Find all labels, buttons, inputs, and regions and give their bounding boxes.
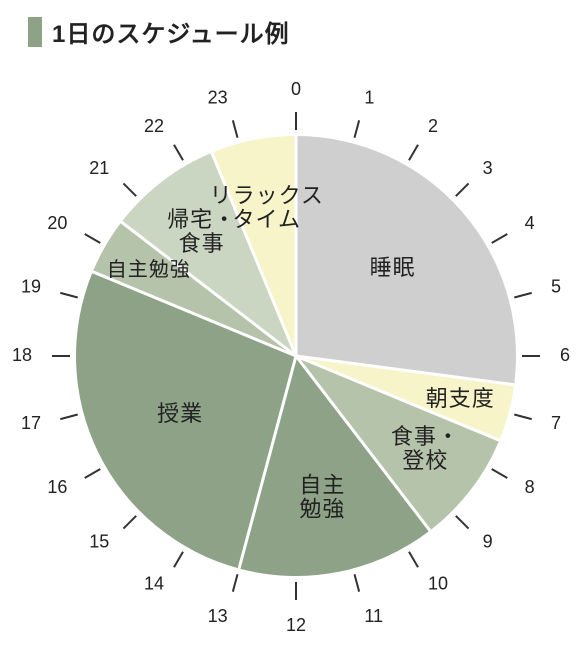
hour-label: 23: [208, 88, 228, 108]
hour-tick: [456, 516, 469, 529]
hour-label: 1: [364, 88, 374, 108]
hour-tick: [174, 552, 183, 568]
slice-label-self2: 自主勉強: [107, 258, 191, 281]
hour-tick: [85, 469, 101, 478]
title-bar: 1日のスケジュール例: [28, 14, 290, 49]
hour-tick: [492, 469, 508, 478]
hour-label: 16: [47, 477, 67, 497]
slice-label-class: 授業: [157, 401, 203, 426]
hour-label: 5: [551, 276, 561, 296]
hour-label: 14: [144, 573, 164, 593]
hour-tick: [233, 120, 238, 137]
schedule-pie-chart: 01234567891011121314151617181920212223 睡…: [0, 60, 580, 649]
hour-label: 10: [428, 573, 448, 593]
hour-label: 11: [364, 606, 383, 626]
hour-label: 0: [291, 79, 301, 99]
hour-tick: [456, 183, 469, 196]
hour-label: 3: [483, 158, 493, 178]
hour-label: 20: [47, 213, 67, 233]
title-accent: [28, 17, 42, 47]
hour-label: 8: [525, 477, 535, 497]
hour-label: 15: [89, 531, 109, 551]
hour-label: 4: [525, 213, 535, 233]
hour-tick: [409, 552, 418, 568]
hour-label: 2: [428, 116, 438, 136]
hour-tick: [60, 293, 77, 298]
hour-label: 13: [208, 606, 228, 626]
hour-tick: [174, 145, 183, 161]
hour-label: 17: [21, 413, 41, 433]
hour-tick: [60, 414, 77, 419]
slice-label-sleep: 睡眠: [370, 255, 416, 280]
hour-label: 22: [144, 116, 164, 136]
page: 1日のスケジュール例 01234567891011121314151617181…: [0, 0, 580, 649]
hour-label: 19: [21, 276, 41, 296]
hour-tick: [354, 574, 359, 591]
hour-tick: [354, 120, 359, 137]
hour-label: 7: [551, 413, 561, 433]
hour-label: 21: [89, 158, 109, 178]
hour-label: 9: [483, 531, 493, 551]
hour-tick: [85, 234, 101, 243]
hour-tick: [233, 574, 238, 591]
slice-label-self1: 自主勉強: [299, 472, 345, 521]
hour-label: 12: [286, 615, 306, 635]
hour-label: 18: [12, 345, 32, 365]
hour-tick: [409, 145, 418, 161]
hour-tick: [123, 183, 136, 196]
hour-tick: [492, 234, 508, 243]
hour-label: 6: [560, 345, 570, 365]
page-title: 1日のスケジュール例: [52, 14, 290, 49]
hour-tick: [514, 293, 531, 298]
hour-tick: [123, 516, 136, 529]
hour-tick: [514, 414, 531, 419]
slice-label-morning: 朝支度: [426, 386, 495, 411]
